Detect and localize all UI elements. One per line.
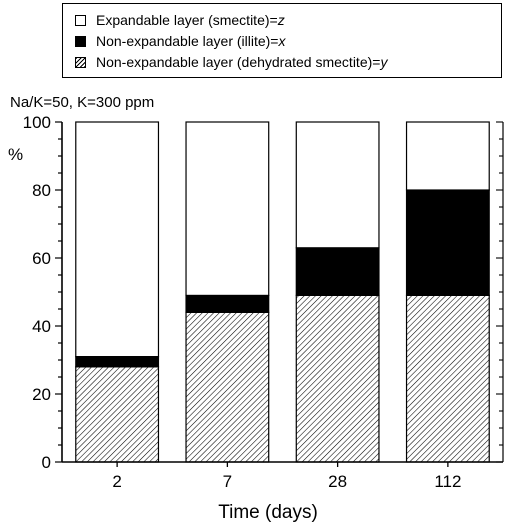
y-axis-label: % (8, 145, 23, 164)
y-tick-label-100: 100 (23, 113, 51, 132)
bar-segment-dehydrated-smectite-2 (75, 366, 160, 463)
legend-var-x: x (278, 33, 286, 49)
bar-segment-illite-2 (75, 356, 160, 368)
y-tick-label-60: 60 (32, 249, 51, 268)
legend-label-dehydrated-smectite: Non-expandable layer (dehydrated smectit… (96, 54, 381, 70)
condition-label: Na/K=50, K=300 ppm (10, 94, 155, 111)
bar-segment-dehydrated-smectite-112 (405, 294, 490, 463)
bar-segment-illite-28 (295, 247, 380, 297)
bar-segment-smectite-112 (405, 121, 490, 191)
x-tick-label-2: 2 (112, 472, 121, 491)
bar-segment-smectite-7 (185, 121, 270, 296)
y-tick-label-40: 40 (32, 317, 51, 336)
y-tick-label-80: 80 (32, 181, 51, 200)
legend-swatch-black (75, 35, 86, 47)
legend-item-illite: Non-expandable layer (illite)= x (75, 31, 286, 51)
bar-segment-illite-112 (405, 189, 490, 297)
legend-label-illite: Non-expandable layer (illite)= (96, 33, 279, 49)
bar-segment-smectite-2 (75, 121, 160, 358)
legend: Expandable layer (smectite)= z Non-expand… (62, 3, 502, 78)
legend-label-smectite: Expandable layer (smectite)= (96, 12, 278, 28)
legend-item-smectite: Expandable layer (smectite)= z (75, 10, 285, 30)
bar-segment-dehydrated-smectite-28 (295, 294, 380, 463)
bar-segment-dehydrated-smectite-7 (185, 311, 270, 463)
legend-item-dehydrated-smectite: Non-expandable layer (dehydrated smectit… (75, 52, 387, 72)
y-tick-label-0: 0 (42, 453, 51, 472)
x-tick-label-7: 7 (223, 472, 232, 491)
y-tick-label-20: 20 (32, 385, 51, 404)
legend-swatch-hatched (75, 56, 86, 68)
legend-swatch-white (75, 14, 86, 26)
x-tick-label-112: 112 (434, 472, 461, 491)
x-tick-label-28: 28 (328, 472, 347, 491)
bar-segment-smectite-28 (295, 121, 380, 249)
legend-var-z: z (277, 12, 285, 28)
x-axis-label: Time (days) (218, 502, 318, 523)
bar-segment-illite-7 (185, 294, 270, 313)
legend-var-y: y (380, 54, 388, 70)
